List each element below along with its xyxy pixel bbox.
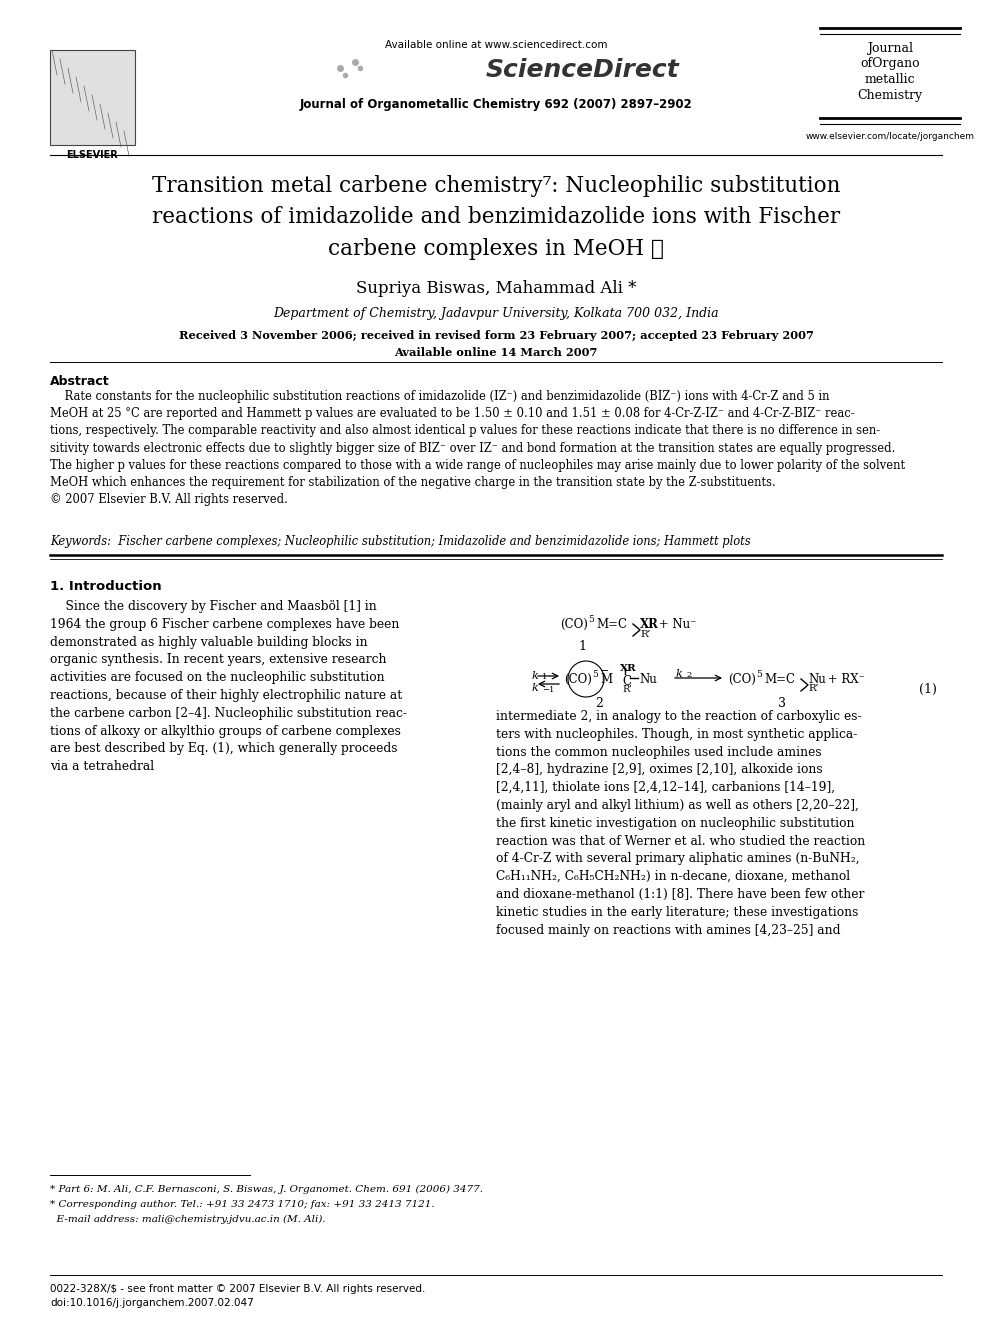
Text: 0022-328X/$ - see front matter © 2007 Elsevier B.V. All rights reserved.: 0022-328X/$ - see front matter © 2007 El… (50, 1285, 426, 1294)
Text: (CO): (CO) (564, 673, 592, 687)
Text: + Nu⁻: + Nu⁻ (655, 618, 696, 631)
Text: 2: 2 (595, 697, 603, 710)
Text: XR: XR (620, 664, 637, 673)
Text: (CO): (CO) (728, 673, 756, 687)
Text: 1: 1 (542, 673, 548, 681)
Text: Available online 14 March 2007: Available online 14 March 2007 (394, 347, 598, 359)
Text: Nu: Nu (639, 673, 657, 687)
Text: intermediate 2, in analogy to the reaction of carboxylic es-
ters with nucleophi: intermediate 2, in analogy to the reacti… (496, 710, 865, 937)
Text: Journal
ofOrgano
metallic
Chemistry: Journal ofOrgano metallic Chemistry (857, 42, 923, 102)
Text: + RX⁻: + RX⁻ (824, 673, 865, 687)
Text: * Corresponding author. Tel.: +91 33 2473 1710; fax: +91 33 2413 7121.: * Corresponding author. Tel.: +91 33 247… (50, 1200, 434, 1209)
Text: M=C: M=C (596, 618, 627, 631)
Text: * Part 6: M. Ali, C.F. Bernasconi, S. Biswas, J. Organomet. Chem. 691 (2006) 347: * Part 6: M. Ali, C.F. Bernasconi, S. Bi… (50, 1185, 483, 1195)
Text: M=C: M=C (764, 673, 795, 687)
Text: k: k (676, 669, 682, 679)
Text: R’: R’ (622, 685, 632, 695)
Text: (1): (1) (920, 683, 937, 696)
Text: M: M (600, 673, 612, 687)
Text: 2: 2 (686, 671, 691, 679)
Text: Keywords:  Fischer carbene complexes; Nucleophilic substitution; Imidazolide and: Keywords: Fischer carbene complexes; Nuc… (50, 534, 751, 548)
Text: −1: −1 (542, 687, 555, 695)
Text: R’: R’ (808, 684, 818, 693)
Text: 1: 1 (578, 640, 586, 654)
Text: 5: 5 (592, 669, 598, 679)
Text: Journal of Organometallic Chemistry 692 (2007) 2897–2902: Journal of Organometallic Chemistry 692 … (300, 98, 692, 111)
Text: Abstract: Abstract (50, 374, 110, 388)
Text: doi:10.1016/j.jorganchem.2007.02.047: doi:10.1016/j.jorganchem.2007.02.047 (50, 1298, 254, 1308)
Text: Since the discovery by Fischer and Maasböl [1] in
1964 the group 6 Fischer carbe: Since the discovery by Fischer and Maasb… (50, 601, 407, 773)
Text: Nu: Nu (808, 673, 825, 687)
Text: R’: R’ (640, 630, 651, 639)
Text: Received 3 November 2006; received in revised form 23 February 2007; accepted 23: Received 3 November 2006; received in re… (179, 329, 813, 341)
Text: k: k (532, 683, 539, 693)
Text: C: C (622, 675, 631, 688)
Text: Available online at www.sciencedirect.com: Available online at www.sciencedirect.co… (385, 40, 607, 50)
Text: Rate constants for the nucleophilic substitution reactions of imidazolide (IZ⁻) : Rate constants for the nucleophilic subs… (50, 390, 905, 507)
Text: Supriya Biswas, Mahammad Ali *: Supriya Biswas, Mahammad Ali * (356, 280, 636, 296)
Text: Department of Chemistry, Jadavpur University, Kolkata 700 032, India: Department of Chemistry, Jadavpur Univer… (273, 307, 719, 320)
Text: (CO): (CO) (560, 618, 588, 631)
Text: k: k (532, 671, 539, 681)
Text: 5: 5 (588, 615, 594, 624)
Bar (50, 50, 135, 146)
Text: XR: XR (640, 618, 659, 631)
Text: −: − (600, 665, 609, 676)
Text: E-mail address: mali@chemistry.jdvu.ac.in (M. Ali).: E-mail address: mali@chemistry.jdvu.ac.i… (50, 1215, 325, 1224)
Text: 1. Introduction: 1. Introduction (50, 579, 162, 593)
Text: www.elsevier.com/locate/jorganchem: www.elsevier.com/locate/jorganchem (806, 132, 974, 142)
Text: 5: 5 (756, 669, 762, 679)
Text: Transition metal carbene chemistry⁷: Nucleophilic substitution
reactions of imid: Transition metal carbene chemistry⁷: Nuc… (152, 175, 840, 259)
Text: ELSEVIER: ELSEVIER (66, 149, 118, 160)
Text: 3: 3 (778, 697, 786, 710)
Text: ScienceDirect: ScienceDirect (486, 58, 680, 82)
